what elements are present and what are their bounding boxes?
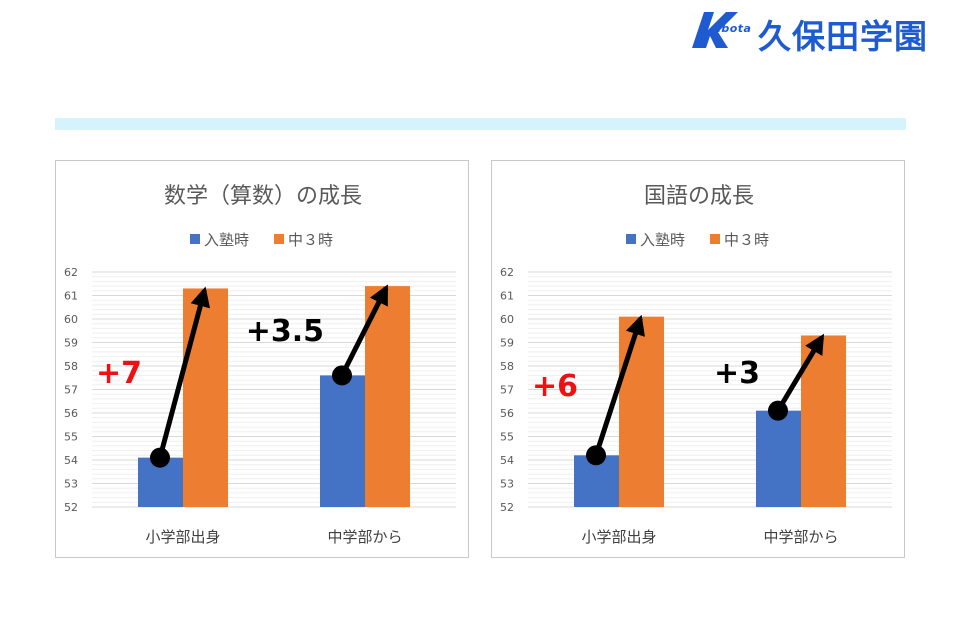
bar-series2-2 <box>365 286 410 507</box>
growth-arrow-start-dot <box>768 400 788 421</box>
legend-label-1: 入塾時 <box>640 231 685 249</box>
y-tick-label: 56 <box>64 407 78 420</box>
legend-swatch-1 <box>190 234 200 244</box>
y-tick-label: 61 <box>64 290 78 303</box>
category-label: 中学部から <box>327 528 402 546</box>
y-tick-label: 61 <box>500 290 514 303</box>
y-tick-label: 60 <box>64 313 78 326</box>
logo-name: 久保田学園 <box>758 17 928 56</box>
bar-series2-1 <box>183 288 228 507</box>
legend-label-2: 中３時 <box>724 231 769 249</box>
y-tick-label: 58 <box>500 360 514 373</box>
y-tick-label: 54 <box>500 454 514 467</box>
y-tick-label: 62 <box>500 266 514 279</box>
y-tick-label: 62 <box>64 266 78 279</box>
legend-swatch-2 <box>274 234 284 244</box>
y-tick-label: 52 <box>500 501 514 514</box>
y-tick-label: 55 <box>64 431 78 444</box>
logo-mark-icon <box>692 12 738 48</box>
y-tick-label: 52 <box>64 501 78 514</box>
growth-arrow <box>157 286 211 459</box>
y-tick-label: 59 <box>500 337 514 350</box>
legend-swatch-1 <box>626 234 636 244</box>
y-tick-label: 56 <box>500 407 514 420</box>
y-tick-label: 53 <box>500 478 514 491</box>
y-tick-label: 60 <box>500 313 514 326</box>
y-tick-label: 58 <box>64 360 78 373</box>
math-growth-chart: 数学（算数）の成長入塾時 中３時 52 53 54 55 56 57 58 59 60 61 62 小学部… <box>55 160 469 558</box>
y-tick-label: 55 <box>500 431 514 444</box>
growth-annotation: +3 <box>714 356 760 391</box>
chart-title: 数学（算数）の成長 <box>164 184 362 209</box>
growth-arrow <box>593 314 645 457</box>
logo-sub-text: ubota <box>713 22 752 35</box>
growth-annotation: +6 <box>532 369 578 404</box>
y-tick-label: 57 <box>500 384 514 397</box>
category-label: 小学部出身 <box>145 528 220 546</box>
header-band <box>55 118 906 130</box>
legend-label-2: 中３時 <box>288 231 333 249</box>
growth-arrow <box>339 284 389 377</box>
y-tick-label: 53 <box>64 478 78 491</box>
legend-label-1: 入塾時 <box>204 231 249 249</box>
bar-series1-2 <box>320 375 365 507</box>
bar-series2-1 <box>619 316 664 507</box>
y-tick-label: 54 <box>64 454 78 467</box>
category-label: 中学部から <box>763 528 838 546</box>
category-label: 小学部出身 <box>581 528 656 546</box>
growth-arrow-start-dot <box>586 445 606 466</box>
kubota-logo: ubota 久保田学園 <box>688 8 946 56</box>
growth-annotation: +3.5 <box>246 314 324 349</box>
growth-arrow-start-dot <box>150 447 170 468</box>
japanese-growth-chart: 国語の成長入塾時 中３時 52 53 54 55 56 57 58 59 60 61 62 小学部出身 +6… <box>491 160 905 558</box>
legend-swatch-2 <box>710 234 720 244</box>
bar-series1-2 <box>756 410 801 507</box>
chart-title: 国語の成長 <box>644 184 754 209</box>
growth-arrow <box>775 333 825 412</box>
y-tick-label: 59 <box>64 337 78 350</box>
growth-arrow-start-dot <box>332 365 352 386</box>
growth-annotation: +7 <box>96 356 142 391</box>
y-tick-label: 57 <box>64 384 78 397</box>
